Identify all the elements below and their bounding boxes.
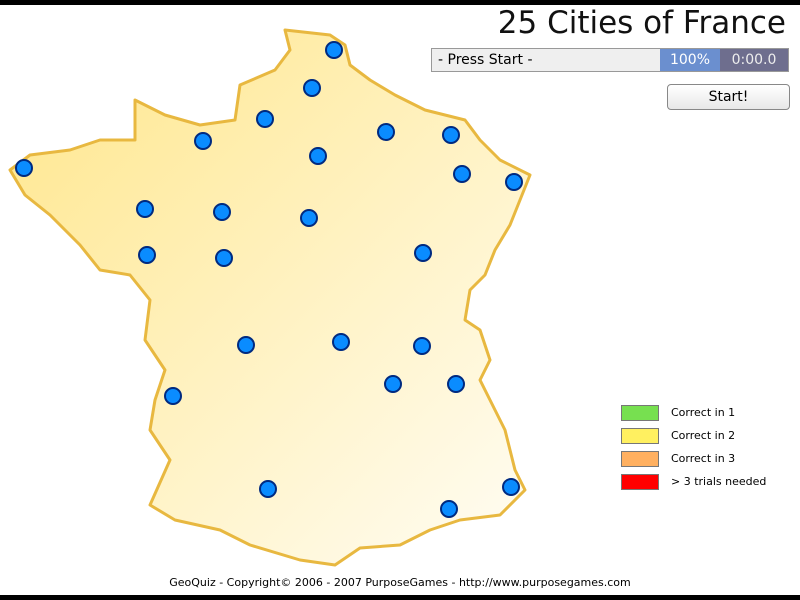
city-marker[interactable] — [440, 500, 458, 518]
france-outline — [8, 28, 532, 567]
legend-label: Correct in 2 — [671, 429, 736, 442]
city-marker[interactable] — [138, 246, 156, 264]
city-marker[interactable] — [215, 249, 233, 267]
city-marker[interactable] — [303, 79, 321, 97]
city-marker[interactable] — [502, 478, 520, 496]
city-marker[interactable] — [442, 126, 460, 144]
city-marker[interactable] — [332, 333, 350, 351]
bottom-bar — [0, 595, 800, 600]
footer: GeoQuiz - Copyright© 2006 - 2007 Purpose… — [169, 576, 631, 589]
city-marker[interactable] — [15, 159, 33, 177]
legend-item: Correct in 2 — [621, 424, 766, 447]
city-marker[interactable] — [259, 480, 277, 498]
city-marker[interactable] — [256, 110, 274, 128]
legend-swatch — [621, 450, 659, 467]
city-marker[interactable] — [384, 375, 402, 393]
city-marker[interactable] — [309, 147, 327, 165]
city-marker[interactable] — [213, 203, 231, 221]
city-marker[interactable] — [164, 387, 182, 405]
status-message: - Press Start - — [432, 49, 660, 71]
start-button[interactable]: Start! — [667, 84, 790, 110]
legend: Correct in 1 Correct in 2 Correct in 3 >… — [621, 401, 766, 493]
legend-label: Correct in 1 — [671, 406, 736, 419]
legend-item: > 3 trials needed — [621, 470, 766, 493]
legend-swatch — [621, 404, 659, 421]
city-marker[interactable] — [414, 244, 432, 262]
legend-swatch — [621, 427, 659, 444]
city-marker[interactable] — [325, 41, 343, 59]
legend-item: Correct in 1 — [621, 401, 766, 424]
city-marker[interactable] — [136, 200, 154, 218]
status-bar: - Press Start - 100% 0:00.0 — [431, 48, 789, 72]
legend-label: Correct in 3 — [671, 452, 736, 465]
city-marker[interactable] — [377, 123, 395, 141]
legend-swatch — [621, 473, 659, 490]
score-percent: 100% — [660, 49, 720, 71]
city-marker[interactable] — [453, 165, 471, 183]
city-marker[interactable] — [413, 337, 431, 355]
top-bar — [0, 0, 800, 5]
city-marker[interactable] — [505, 173, 523, 191]
city-marker[interactable] — [237, 336, 255, 354]
city-marker[interactable] — [194, 132, 212, 150]
legend-label: > 3 trials needed — [671, 475, 767, 488]
legend-item: Correct in 3 — [621, 447, 766, 470]
city-marker[interactable] — [447, 375, 465, 393]
page-title: 25 Cities of France — [497, 5, 786, 41]
city-marker[interactable] — [300, 209, 318, 227]
timer: 0:00.0 — [720, 49, 788, 71]
